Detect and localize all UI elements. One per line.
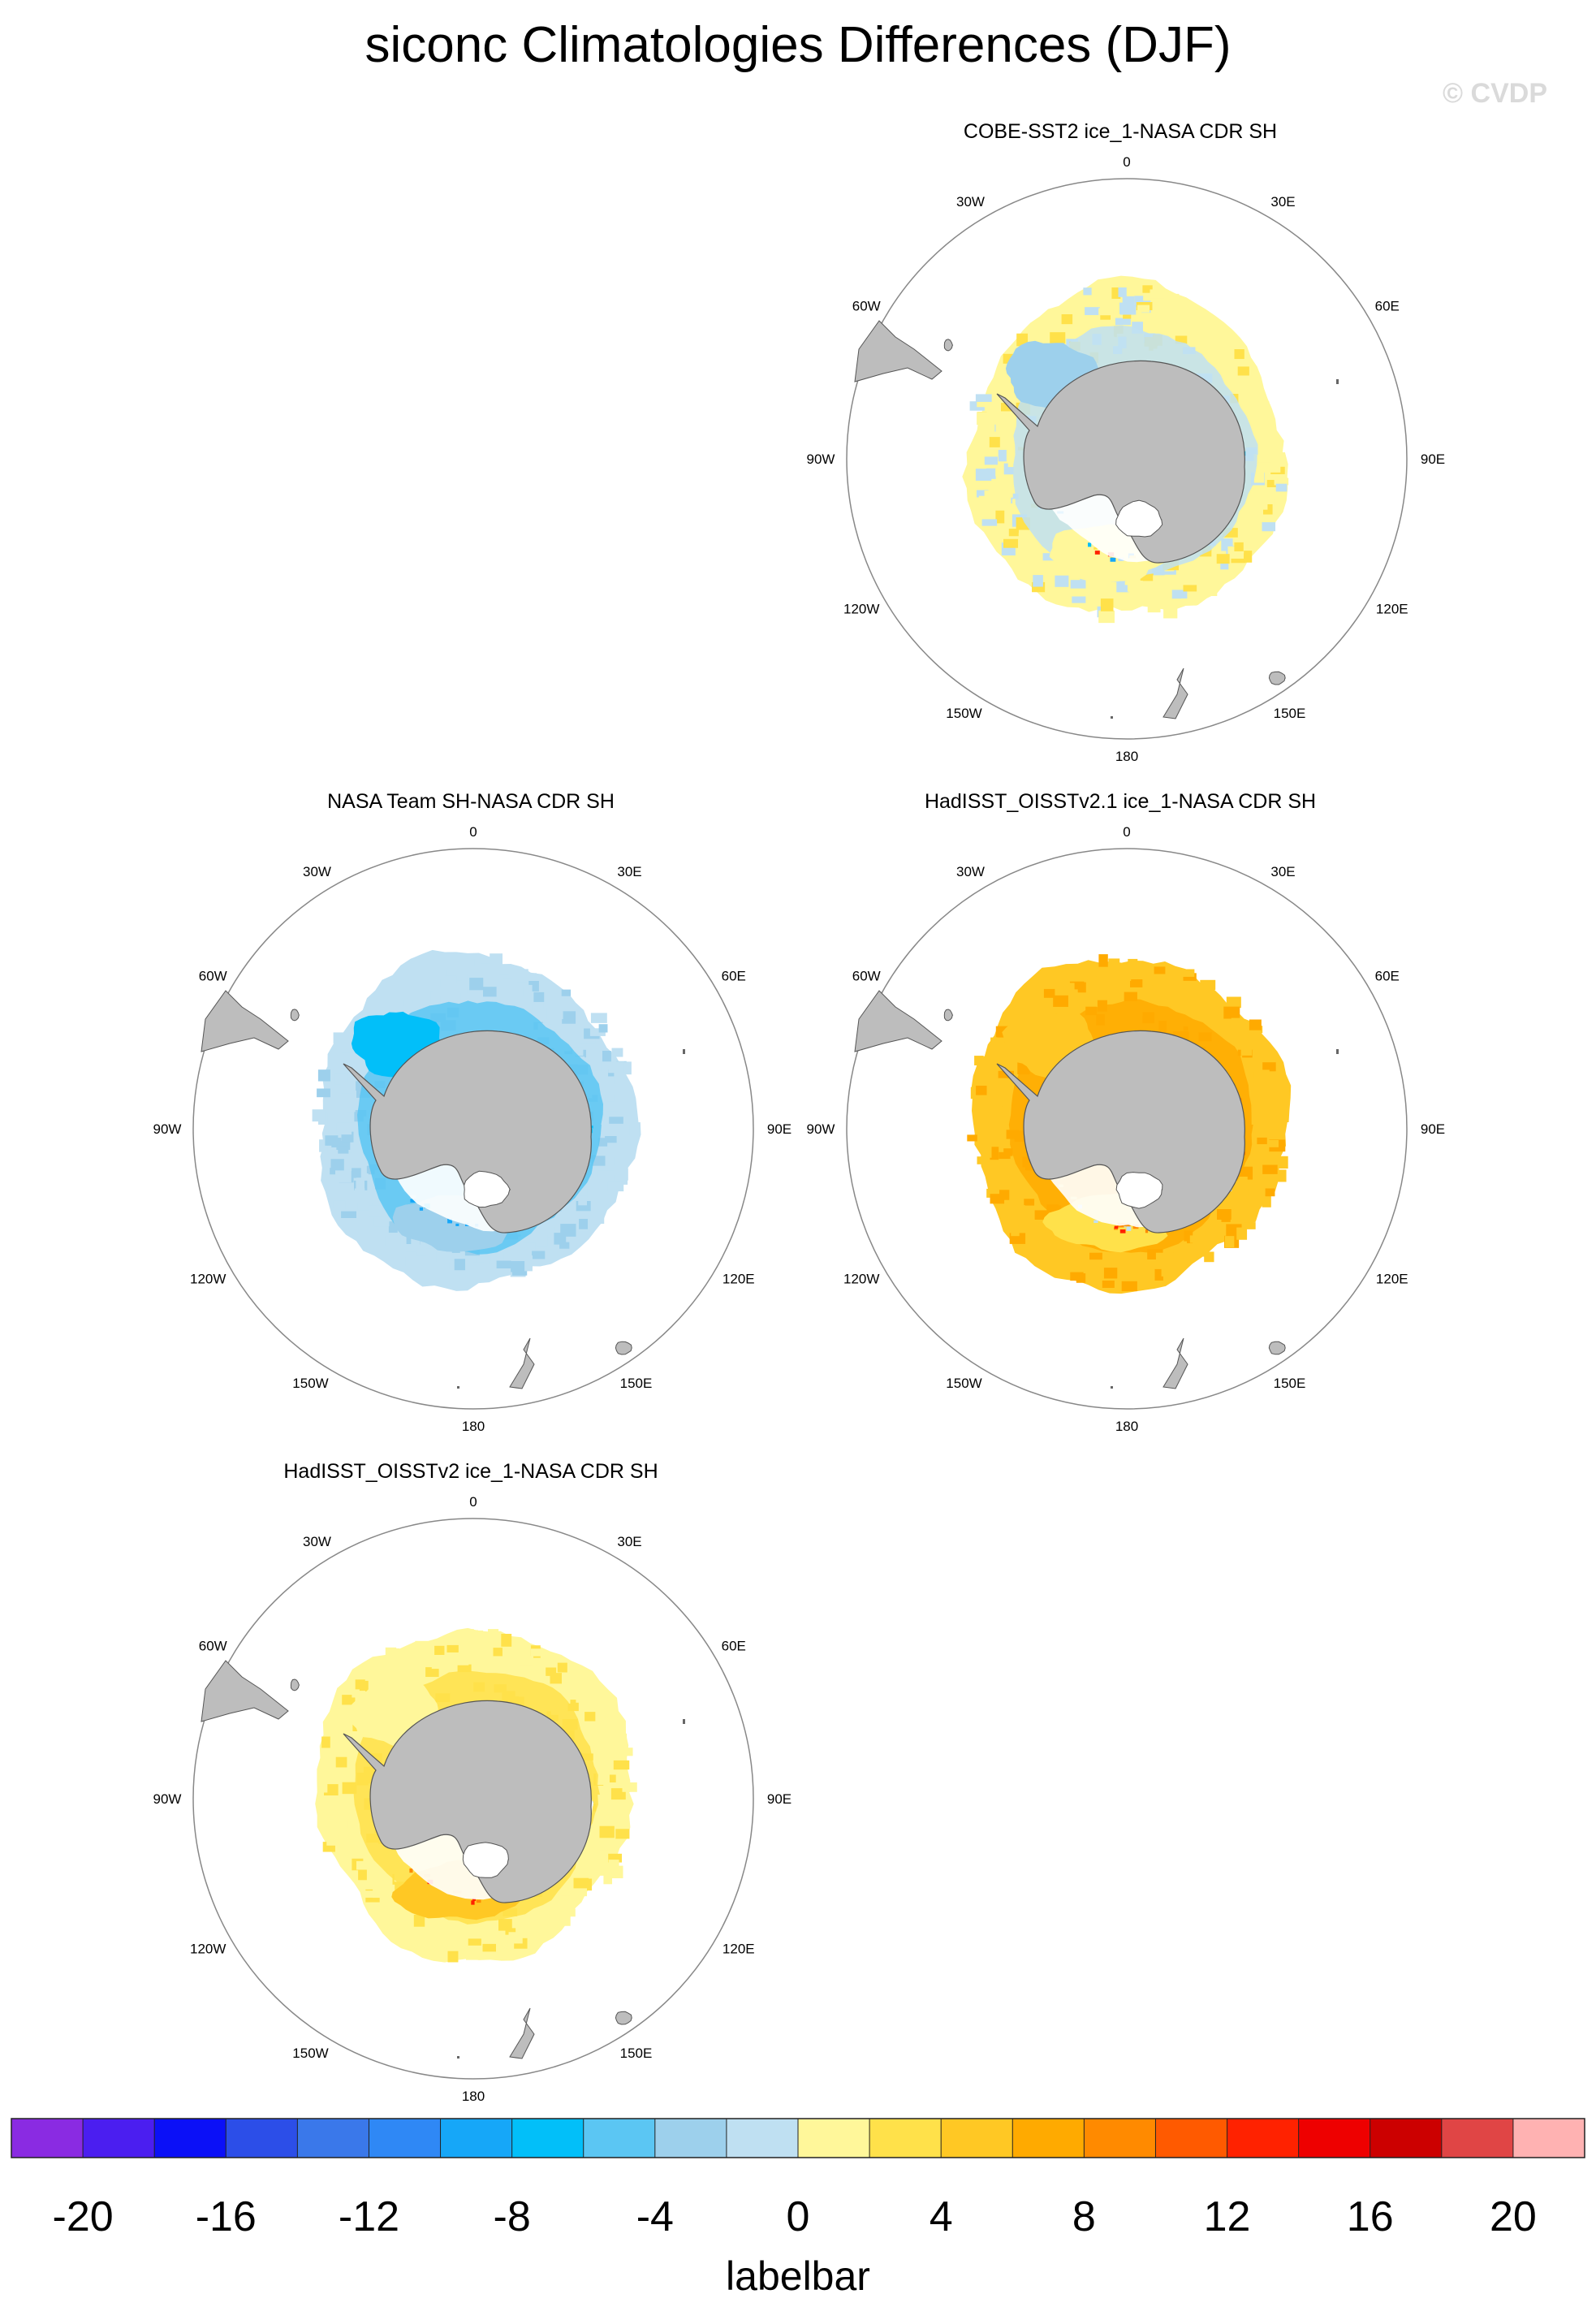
lon-label: 180 [1115,749,1138,764]
map-panel-nasateam: 0 30E 60E 90E 120E 150E 180 150W 120W 90W 60W 30W [153,824,792,1434]
labelbar-tick: -8 [493,2193,531,2240]
lon-label: 60E [722,969,746,984]
lon-label: 120E [723,1942,755,1957]
labelbar-tick: 16 [1346,2193,1394,2240]
cvdp-watermark: © CVDP [1443,78,1547,109]
lon-label: 90W [153,1121,182,1137]
lon-label: 120E [1376,602,1408,617]
lon-label: 60W [852,299,881,314]
labelbar-swatch [1227,2119,1300,2158]
labelbar-swatch [1084,2119,1156,2158]
lon-label: 150W [946,1376,981,1391]
lon-label: 0 [1123,154,1130,170]
labelbar-swatch [1370,2119,1443,2158]
lon-label: 150W [946,706,981,721]
labelbar-swatch [440,2119,513,2158]
lon-label: 90E [1421,451,1445,467]
lon-label: 60W [199,969,227,984]
lon-label: 30W [956,864,985,879]
labelbar-swatch [1441,2119,1514,2158]
lon-label: 180 [1115,1419,1138,1434]
lon-label: 120W [843,1272,879,1287]
panel-title-hadoi21: HadISST_OISSTv2.1 ice_1-NASA CDR SH [924,790,1317,813]
lon-label: 90E [767,1791,792,1807]
labelbar-swatch [798,2119,870,2158]
lon-label: 150W [292,2046,328,2061]
lon-label: 120E [1376,1272,1408,1287]
lon-label: 30E [1270,864,1295,879]
lon-label: 90W [807,451,835,467]
labelbar-tick: -12 [338,2193,400,2240]
lon-label: 150E [1274,1376,1306,1391]
lon-label: 60E [1375,969,1400,984]
lon-label: 120W [190,1272,226,1287]
labelbar-swatch [83,2119,155,2158]
lon-label: 90E [1421,1121,1445,1137]
labelbar-swatch [726,2119,799,2158]
lon-label: 120W [843,602,879,617]
lon-label: 60E [1375,299,1400,314]
labelbar-swatch [369,2119,442,2158]
lon-label: 30W [303,864,331,879]
lon-label: 90W [807,1121,835,1137]
lon-label: 120W [190,1942,226,1957]
map-panel-hadoi2: 0 30E 60E 90E 120E 150E 180 150W 120W 90W 60W 30W [153,1494,792,2104]
lon-label: 60E [722,1639,746,1654]
lon-label: 30W [956,194,985,210]
lon-label: 180 [462,1419,485,1434]
panel-title-nasateam: NASA Team SH-NASA CDR SH [327,790,615,813]
labelbar-swatch [226,2119,298,2158]
labelbar-swatch [297,2119,369,2158]
labelbar-swatch [654,2119,727,2158]
panel-title-cobe: COBE-SST2 ice_1-NASA CDR SH [963,120,1278,143]
figure-title: siconc Climatologies Differences (DJF) [364,17,1232,73]
lon-label: 0 [469,824,477,840]
labelbar-tick: -16 [195,2193,257,2240]
labelbar-swatch [11,2119,84,2158]
labelbar-swatch [1512,2119,1585,2158]
labelbar-swatch [583,2119,656,2158]
panel-title-hadoi2: HadISST_OISSTv2 ice_1-NASA CDR SH [283,1460,658,1483]
labelbar-swatch [1298,2119,1371,2158]
labelbar-tick: -4 [636,2193,674,2240]
labelbar-swatch [941,2119,1013,2158]
lon-label: 30W [303,1534,331,1549]
labelbar-tick: 0 [786,2193,810,2240]
labelbar-tick: 8 [1072,2193,1096,2240]
lon-label: 120E [723,1272,755,1287]
lon-label: 60W [852,969,881,984]
labelbar-swatch [511,2119,584,2158]
labelbar-tick: 20 [1489,2193,1537,2240]
labelbar-tick: -20 [52,2193,114,2240]
lon-label: 150E [620,1376,653,1391]
labelbar-title: labelbar [726,2253,870,2299]
lon-label: 150E [620,2046,653,2061]
map-panel-hadoi21: 0 30E 60E 90E 120E 150E 180 150W 120W 90W 60W 30W [807,824,1446,1434]
lon-label: 0 [1123,824,1130,840]
labelbar-swatch [154,2119,226,2158]
lon-label: 180 [462,2089,485,2104]
lon-label: 30E [617,1534,641,1549]
lon-label: 150E [1274,706,1306,721]
lon-label: 90E [767,1121,792,1137]
lon-label: 30E [1270,194,1295,210]
lon-label: 150W [292,1376,328,1391]
lon-label: 0 [469,1494,477,1510]
lon-label: 60W [199,1639,227,1654]
lon-label: 90W [153,1791,182,1807]
labelbar-tick: 4 [929,2193,953,2240]
labelbar-swatch [1012,2119,1085,2158]
labelbar-tick: 12 [1203,2193,1251,2240]
map-panel-cobe: 0 30E 60E 90E 120E 150E 180 150W 120W 90W 60W 30W [807,154,1446,764]
labelbar-swatch [869,2119,942,2158]
lon-label: 30E [617,864,641,879]
labelbar-swatch [1155,2119,1228,2158]
